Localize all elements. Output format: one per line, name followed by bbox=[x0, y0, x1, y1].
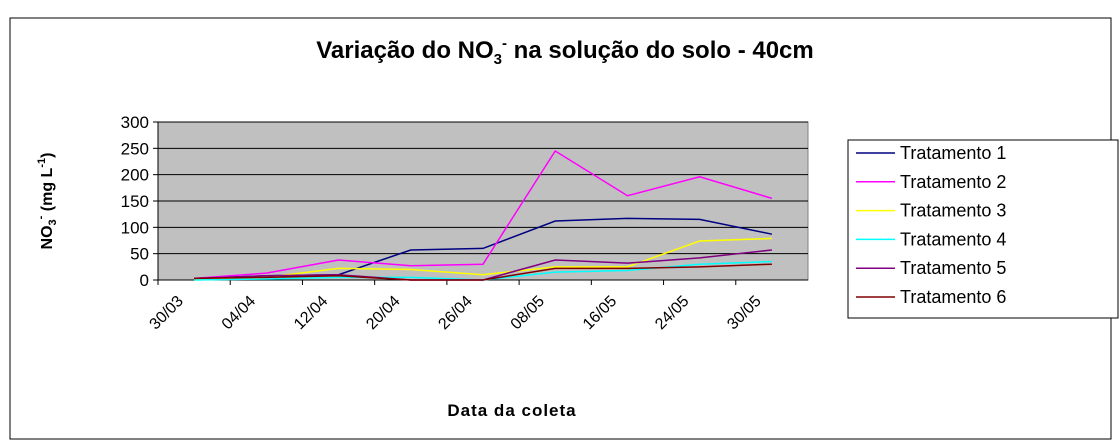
legend-label: Tratamento 1 bbox=[900, 143, 1006, 163]
y-title-part: ) bbox=[39, 153, 56, 158]
y-tick-label: 0 bbox=[140, 271, 149, 290]
title-sup: - bbox=[502, 35, 507, 52]
legend-label: Tratamento 6 bbox=[900, 287, 1006, 307]
y-title-part: NO bbox=[39, 225, 56, 249]
legend-box bbox=[847, 139, 1119, 319]
legend-label: Tratamento 3 bbox=[900, 201, 1006, 221]
legend-label: Tratamento 4 bbox=[900, 229, 1006, 249]
y-tick-label: 250 bbox=[121, 139, 149, 158]
series-line bbox=[194, 237, 772, 281]
y-tick-label: 150 bbox=[121, 192, 149, 211]
y-title-sup: -1 bbox=[36, 158, 48, 168]
chart-title: Variação do NO3- na solução do solo - 40… bbox=[316, 35, 814, 68]
y-tick-label: 300 bbox=[121, 113, 149, 132]
legend-label: Tratamento 2 bbox=[900, 172, 1006, 192]
title-part: Variação do NO bbox=[316, 37, 493, 64]
series-line bbox=[194, 263, 772, 281]
y-title-part: (mg L bbox=[39, 167, 56, 215]
y-tick-label: 50 bbox=[130, 245, 149, 264]
y-axis-title: NO3- (mg L-1) bbox=[35, 153, 59, 250]
title-sub: 3 bbox=[494, 51, 502, 68]
y-tick-label: 100 bbox=[121, 218, 149, 237]
legend-label: Tratamento 5 bbox=[900, 258, 1006, 278]
y-title-sup: - bbox=[35, 215, 47, 219]
title-part: na solução do solo - 40cm bbox=[507, 37, 814, 64]
y-tick-label: 200 bbox=[121, 166, 149, 185]
x-axis-title: Data da coleta bbox=[447, 401, 576, 420]
series-line bbox=[194, 149, 773, 280]
y-title-sub: 3 bbox=[47, 219, 59, 225]
